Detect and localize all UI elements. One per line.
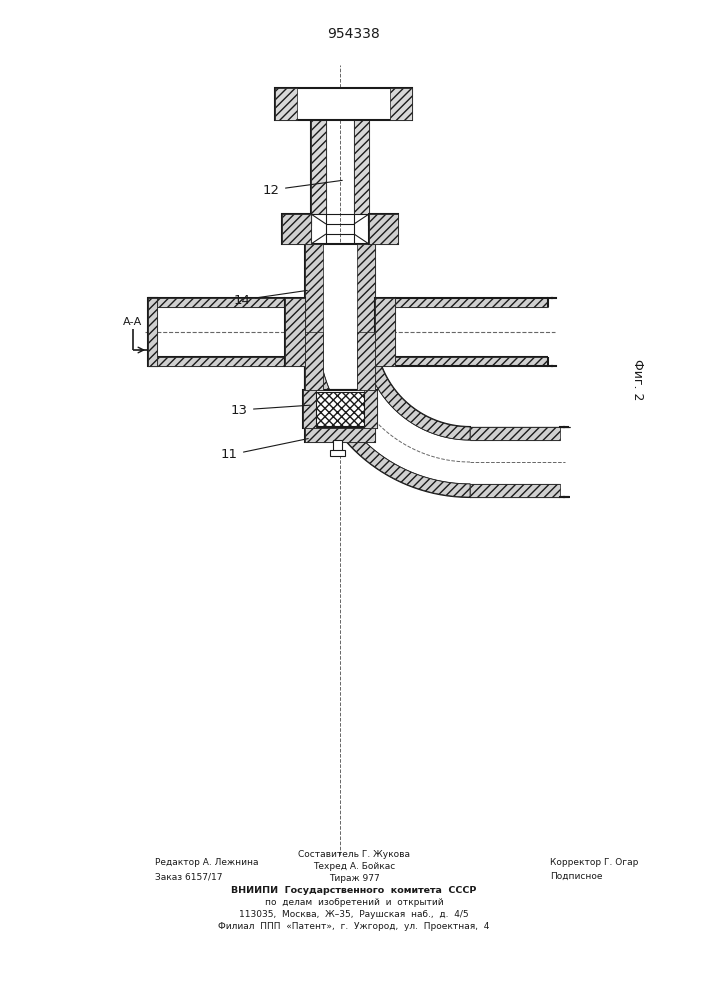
Polygon shape xyxy=(148,298,157,366)
Polygon shape xyxy=(375,298,395,366)
Polygon shape xyxy=(282,214,311,244)
Bar xyxy=(305,428,375,442)
Bar xyxy=(369,214,398,244)
Polygon shape xyxy=(311,120,326,214)
Polygon shape xyxy=(362,332,470,440)
Text: Фиг. 2: Фиг. 2 xyxy=(631,359,645,401)
Text: Редактор А. Лежнина: Редактор А. Лежнина xyxy=(155,858,259,867)
Polygon shape xyxy=(369,214,398,244)
Polygon shape xyxy=(305,428,375,442)
Polygon shape xyxy=(303,390,316,428)
Text: Подписное: Подписное xyxy=(550,872,602,881)
Text: Филиал  ППП  «Патент»,  г.  Ужгород,  ул.  Проектная,  4: Филиал ППП «Патент», г. Ужгород, ул. Про… xyxy=(218,922,490,931)
Polygon shape xyxy=(275,88,297,120)
Text: 954338: 954338 xyxy=(327,27,380,41)
Bar xyxy=(375,298,395,366)
Text: ВНИИПИ  Государственного  комитета  СССР: ВНИИПИ Государственного комитета СССР xyxy=(231,886,477,895)
Polygon shape xyxy=(305,332,470,497)
Polygon shape xyxy=(148,357,285,366)
Bar xyxy=(333,440,342,452)
Polygon shape xyxy=(364,390,377,428)
Bar xyxy=(303,390,377,428)
Text: Заказ 6157/17: Заказ 6157/17 xyxy=(155,872,223,881)
Bar xyxy=(282,214,311,244)
Polygon shape xyxy=(470,484,560,497)
Polygon shape xyxy=(395,357,548,366)
Polygon shape xyxy=(354,120,369,214)
Bar xyxy=(285,298,305,366)
Polygon shape xyxy=(305,244,323,390)
Text: 12: 12 xyxy=(263,180,342,196)
Polygon shape xyxy=(305,332,323,390)
Bar xyxy=(330,450,345,456)
Text: Корректор Г. Огар: Корректор Г. Огар xyxy=(550,858,638,867)
Bar xyxy=(148,298,157,366)
Text: 11: 11 xyxy=(221,439,308,462)
Text: 113035,  Москва,  Ж–35,  Раушская  наб.,  д.  4/5: 113035, Москва, Ж–35, Раушская наб., д. … xyxy=(239,910,469,919)
Polygon shape xyxy=(357,332,375,390)
Bar xyxy=(316,392,364,426)
Polygon shape xyxy=(470,427,560,440)
Bar xyxy=(305,244,375,390)
Text: Составитель Г. Жукова: Составитель Г. Жукова xyxy=(298,850,410,859)
Text: 13: 13 xyxy=(231,403,310,416)
Text: по  делам  изобретений  и  открытий: по делам изобретений и открытий xyxy=(264,898,443,907)
Polygon shape xyxy=(285,298,305,366)
Text: А-А: А-А xyxy=(124,317,143,327)
Polygon shape xyxy=(357,244,375,390)
Text: Техред А. Бойкас: Техред А. Бойкас xyxy=(313,862,395,871)
Polygon shape xyxy=(390,88,412,120)
Bar xyxy=(275,88,412,120)
Polygon shape xyxy=(395,298,548,307)
Polygon shape xyxy=(148,298,285,307)
Text: Тираж 977: Тираж 977 xyxy=(329,874,380,883)
Text: 14: 14 xyxy=(233,290,308,306)
